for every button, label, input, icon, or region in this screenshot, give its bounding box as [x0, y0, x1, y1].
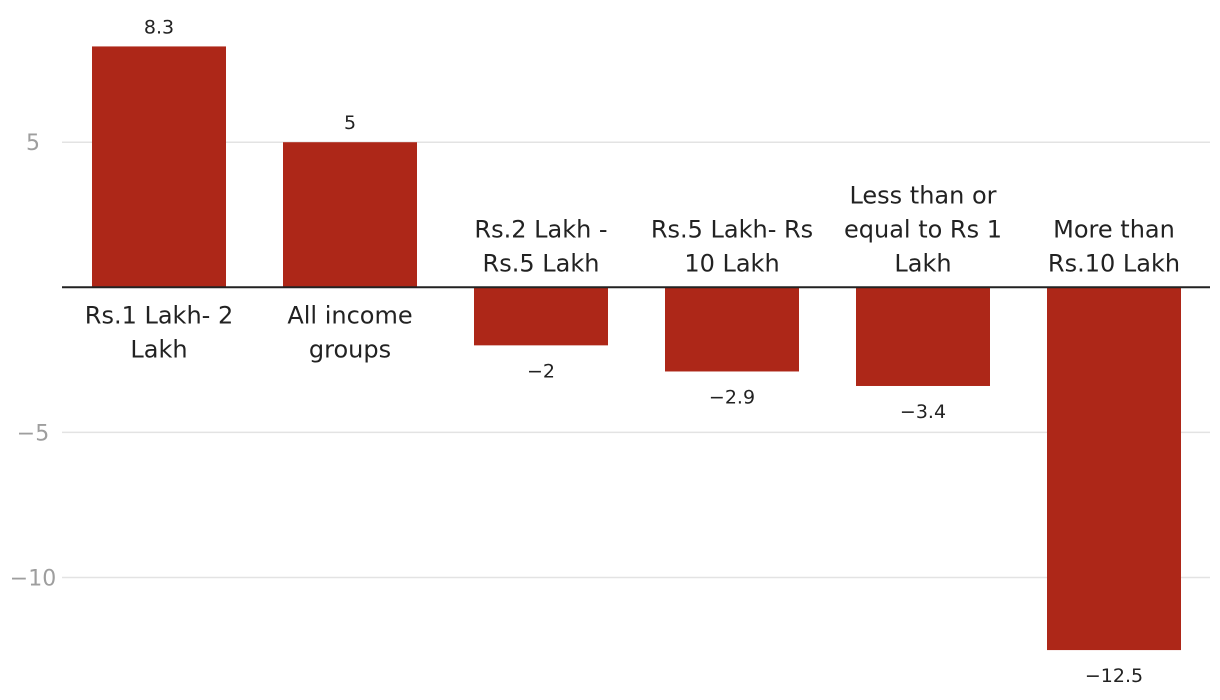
bar — [474, 287, 608, 346]
category-label: groups — [309, 335, 391, 363]
y-axis-ticks: 5 −5 −10 — [10, 131, 56, 591]
data-label: 8.3 — [144, 16, 174, 38]
category-label: More than — [1053, 215, 1175, 243]
data-label: 5 — [344, 112, 356, 134]
bar — [856, 287, 990, 386]
data-label: −2 — [527, 360, 555, 382]
bars — [92, 46, 1181, 651]
data-label: −2.9 — [709, 386, 755, 408]
category-labels: Rs.1 Lakh- 2 Lakh All income groups Rs.2 Lak… — [85, 181, 1180, 363]
category-label: Lakh — [894, 249, 951, 277]
bar — [665, 287, 799, 372]
category-label: equal to Rs 1 — [844, 215, 1002, 243]
bar — [92, 46, 226, 288]
category-label: Less than or — [849, 181, 996, 209]
data-label: −3.4 — [900, 401, 946, 423]
bar — [283, 142, 417, 288]
category-label: Rs.1 Lakh- 2 — [85, 301, 233, 329]
value-labels: 8.3 5 −2 −2.9 −3.4 −12.5 — [144, 16, 1143, 687]
category-label: Lakh — [130, 335, 187, 363]
category-label: Rs.10 Lakh — [1048, 249, 1180, 277]
category-label: Rs.5 Lakh- Rs — [651, 215, 813, 243]
category-label: Rs.2 Lakh - — [474, 215, 607, 243]
data-label: −12.5 — [1085, 665, 1143, 687]
y-tick-label: −10 — [10, 567, 56, 592]
gridlines — [62, 141, 1210, 579]
y-tick-label: −5 — [17, 421, 49, 446]
bar — [1047, 287, 1181, 651]
category-label: Rs.5 Lakh — [483, 249, 600, 277]
y-tick-label: 5 — [26, 131, 40, 156]
category-label: 10 Lakh — [684, 249, 779, 277]
category-label: All income — [287, 301, 412, 329]
